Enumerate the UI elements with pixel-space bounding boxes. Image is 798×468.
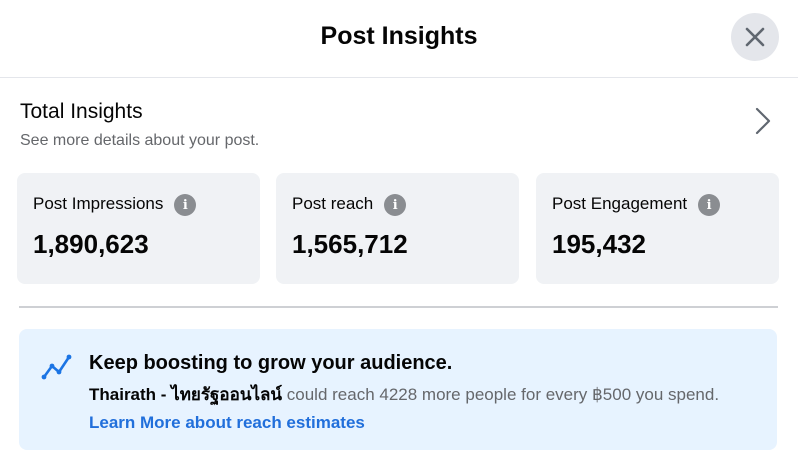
total-insights-title: Total Insights	[20, 100, 143, 123]
chevron-right-icon	[755, 107, 771, 135]
close-button[interactable]	[731, 13, 779, 61]
info-icon[interactable]: i	[384, 194, 407, 216]
section-divider	[19, 306, 778, 308]
metric-card-engagement: Post Engagement i 195,432	[536, 173, 779, 284]
dialog-header: Post Insights	[0, 0, 798, 78]
close-icon	[745, 27, 765, 47]
metric-card-reach: Post reach i 1,565,712	[276, 173, 519, 284]
metric-value: 1,565,712	[292, 229, 408, 259]
info-icon[interactable]: i	[698, 194, 721, 216]
metric-value: 1,890,623	[33, 229, 149, 259]
total-insights-subtitle: See more details about your post.	[20, 132, 260, 149]
boost-banner: Keep boosting to grow your audience. Tha…	[19, 329, 777, 450]
metric-label: Post Engagement	[552, 193, 688, 213]
boost-title: Keep boosting to grow your audience.	[89, 352, 453, 374]
metric-label: Post reach	[292, 193, 374, 213]
boost-message: Thairath - ไทยรัฐออนไลน์ could reach 422…	[89, 381, 719, 408]
metric-card-impressions: Post Impressions i 1,890,623	[17, 173, 260, 284]
boost-message-text: could reach 4228 more people for every ฿…	[282, 385, 720, 404]
total-insights-row[interactable]: Total Insights See more details about yo…	[0, 96, 798, 158]
metric-label: Post Impressions	[33, 193, 164, 213]
dialog-title: Post Insights	[320, 22, 478, 50]
info-icon[interactable]: i	[174, 194, 197, 216]
learn-more-link[interactable]: Learn More about reach estimates	[89, 413, 365, 432]
page-name: Thairath - ไทยรัฐออนไลน์	[89, 385, 283, 404]
metric-value: 195,432	[552, 229, 646, 259]
trend-line-icon	[41, 354, 72, 380]
